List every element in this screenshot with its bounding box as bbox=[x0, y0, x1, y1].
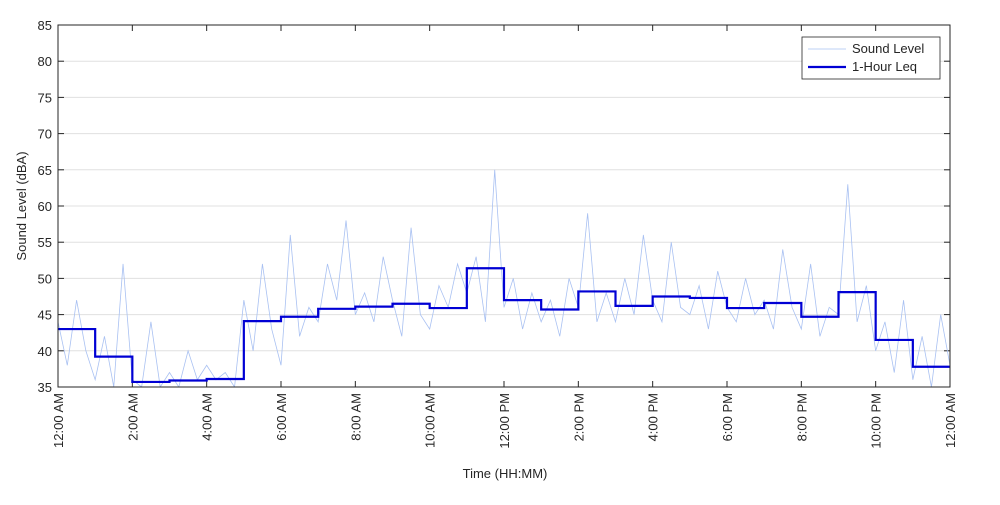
y-tick-label: 45 bbox=[38, 308, 52, 323]
x-tick-label: 4:00 AM bbox=[200, 393, 215, 441]
y-tick-label: 60 bbox=[38, 199, 52, 214]
x-tick-label: 12:00 AM bbox=[51, 393, 66, 448]
y-tick-label: 55 bbox=[38, 235, 52, 250]
series-group bbox=[58, 169, 950, 387]
y-tick-label: 40 bbox=[38, 344, 52, 359]
y-tick-label: 65 bbox=[38, 163, 52, 178]
x-tick-label: 4:00 PM bbox=[646, 393, 661, 441]
y-tick-label: 50 bbox=[38, 271, 52, 286]
line-series bbox=[58, 169, 950, 387]
legend-label: Sound Level bbox=[852, 41, 924, 56]
y-tick-label: 85 bbox=[38, 18, 52, 33]
y-axis-label: Sound Level (dBA) bbox=[14, 151, 29, 260]
plot-border bbox=[57, 24, 951, 388]
x-tick-label: 10:00 AM bbox=[423, 393, 438, 448]
x-tick-label: 6:00 PM bbox=[720, 393, 735, 441]
x-axis-label: Time (HH:MM) bbox=[463, 466, 548, 481]
x-tick-label: 8:00 PM bbox=[794, 393, 809, 441]
x-tick-label: 10:00 PM bbox=[869, 393, 884, 449]
x-tick-label: 12:00 PM bbox=[497, 393, 512, 449]
y-tick-label: 75 bbox=[38, 90, 52, 105]
x-tick-label: 2:00 AM bbox=[125, 393, 140, 441]
legend-box bbox=[801, 36, 941, 80]
legend-label: 1-Hour Leq bbox=[852, 59, 917, 74]
x-tick-label: 2:00 PM bbox=[571, 393, 586, 441]
x-tick-label: 12:00 AM bbox=[943, 393, 958, 448]
x-tick-label: 8:00 AM bbox=[348, 393, 363, 441]
y-tick-label: 70 bbox=[38, 127, 52, 142]
line-series bbox=[58, 267, 950, 384]
y-tick-label: 80 bbox=[38, 54, 52, 69]
x-tick-label: 6:00 AM bbox=[274, 393, 289, 441]
y-tick-label: 35 bbox=[38, 380, 52, 395]
